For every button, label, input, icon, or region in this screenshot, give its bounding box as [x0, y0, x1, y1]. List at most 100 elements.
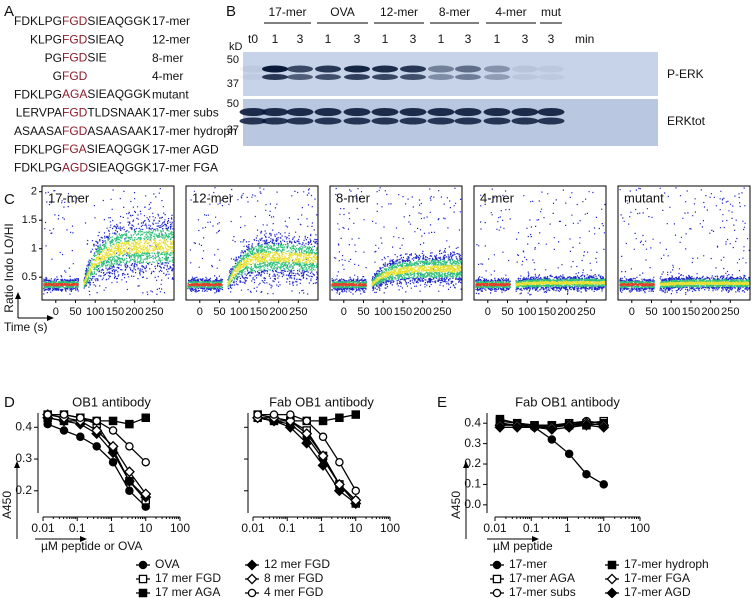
data-point	[43, 410, 52, 419]
peptide-name: 4-mer	[152, 69, 183, 83]
x-tick-label: 0.1	[279, 521, 296, 535]
band	[454, 108, 482, 116]
arrow-head	[47, 315, 54, 321]
sequence-motif: FGD	[62, 32, 88, 46]
x-tick-label: 10	[139, 521, 153, 535]
plot-title: mutant	[624, 190, 664, 205]
x-tick-label: 50	[213, 306, 225, 318]
panel-label: E	[437, 394, 447, 411]
plot-title: 8-mer	[336, 190, 371, 205]
band	[239, 117, 267, 125]
x-tick-label: 150	[682, 306, 700, 318]
band	[286, 117, 314, 125]
density-dots	[43, 282, 79, 287]
y-axis-label: A450	[0, 491, 14, 519]
sequence-motif: FGD	[62, 124, 88, 138]
sequence-core: FGDSIEAQ	[62, 32, 124, 46]
legend-label: 17-mer AGD	[624, 585, 691, 598]
data-point	[318, 432, 328, 442]
group-label: 12-mer	[380, 5, 418, 19]
sequence-prefix: LERVPA	[16, 106, 62, 120]
kd-label: kD	[229, 41, 243, 53]
x-tick-label: 0.01	[241, 521, 265, 535]
data-point	[301, 437, 313, 449]
band	[512, 74, 538, 80]
sequence-core: FGDSIEAQGGK	[62, 14, 151, 28]
data-point	[492, 574, 502, 584]
data-point	[492, 560, 502, 570]
x-tick-label: 0	[629, 306, 635, 318]
data-point	[92, 442, 101, 451]
band	[484, 74, 510, 80]
arrow-head	[15, 292, 21, 299]
data-point	[108, 416, 118, 426]
group-label: 4-mer	[495, 5, 526, 19]
data-point	[59, 410, 69, 419]
data-point	[350, 494, 362, 506]
data-point	[138, 560, 148, 570]
lane-label: 3	[465, 32, 472, 46]
plot-border	[473, 185, 607, 301]
band	[538, 74, 564, 80]
lane-label: 1	[325, 32, 332, 46]
y-tick-label: 0.4	[15, 419, 32, 433]
x-tick-label: 0	[197, 306, 203, 318]
band	[455, 74, 481, 80]
data-point	[317, 450, 329, 462]
band	[262, 65, 288, 73]
data-point	[351, 486, 360, 496]
data-point	[599, 480, 609, 489]
data-point	[335, 457, 344, 467]
x-tick-label: 100	[630, 521, 650, 535]
data-point	[301, 428, 313, 440]
data-point	[335, 413, 344, 423]
x-tick-label: 100	[86, 306, 104, 318]
band	[454, 117, 482, 125]
data-point	[546, 423, 558, 435]
plot-border	[329, 185, 463, 301]
band	[428, 65, 454, 73]
x-tick-label: 250	[577, 306, 595, 318]
lane-label: t0	[248, 32, 258, 46]
group-label: 8-mer	[439, 5, 470, 19]
band	[371, 117, 399, 125]
data-point	[333, 485, 345, 497]
kd-marker: 50	[227, 98, 239, 110]
data-point	[59, 426, 69, 435]
arrow-head	[80, 536, 87, 542]
y-axis-label: Ratio Indo LO/HI	[2, 223, 16, 312]
lane-label: 3	[354, 32, 361, 46]
band	[314, 117, 342, 125]
y-tick-label: 0.4	[464, 415, 481, 429]
data-point	[564, 449, 574, 459]
band	[372, 74, 398, 80]
data-point	[606, 587, 618, 598]
data-point	[91, 424, 103, 436]
y-tick-label: 1.5	[22, 214, 37, 226]
x-tick-label: 150	[394, 306, 412, 318]
y-tick-label: 0.2	[15, 483, 32, 497]
sequence-core: FGD	[62, 69, 88, 83]
data-point	[247, 588, 257, 598]
kd-marker: 50	[227, 54, 239, 66]
x-tick-label: 10	[349, 521, 363, 535]
sequence-motif: AGA	[62, 87, 87, 101]
sequence-prefix: FDKLPG	[14, 14, 62, 28]
density-dots	[187, 243, 318, 289]
sequence-suffix: SIEAQGGK	[87, 14, 150, 28]
kd-marker: 37	[227, 124, 239, 136]
x-tick-label: 100	[170, 521, 190, 535]
data-point	[607, 560, 617, 570]
band	[240, 65, 266, 73]
data-point	[528, 421, 541, 433]
x-tick-label: 200	[125, 306, 143, 318]
band	[511, 108, 539, 116]
y-tick-label: 0.5	[22, 271, 37, 283]
y-tick-label: 0.1	[464, 477, 481, 491]
band	[343, 108, 371, 116]
x-tick-label: 1	[108, 521, 115, 535]
band	[240, 74, 266, 80]
x-tick-label: 0	[53, 306, 59, 318]
data-point	[138, 574, 148, 584]
